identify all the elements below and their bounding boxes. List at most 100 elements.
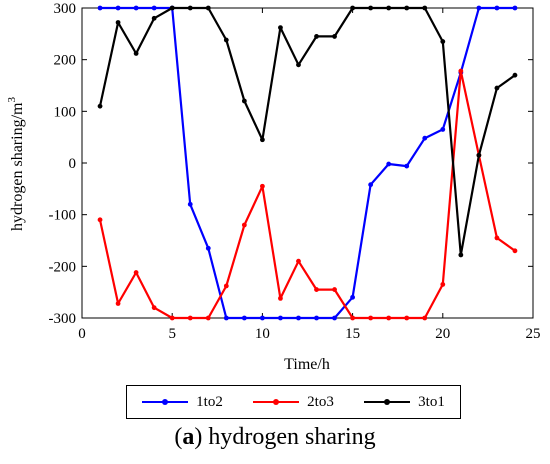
data-point (97, 103, 103, 109)
data-point (205, 5, 211, 11)
data-point (133, 5, 139, 11)
data-point (260, 315, 265, 321)
y-axis-title: hydrogen sharing/m3 (6, 97, 26, 231)
data-point (314, 287, 319, 292)
legend-swatch (253, 399, 300, 405)
caption-text: hydrogen sharing (208, 424, 376, 450)
data-point (133, 270, 139, 275)
data-point (151, 15, 157, 21)
data-point (133, 51, 139, 56)
data-point (368, 5, 374, 11)
series-line (98, 69, 516, 320)
y-tick-label: 0 (69, 156, 77, 172)
legend-swatch (364, 399, 411, 405)
data-point (494, 5, 500, 11)
data-point (476, 152, 482, 158)
x-tick-label: 15 (345, 326, 360, 342)
data-point (386, 5, 392, 11)
data-point (332, 315, 337, 321)
data-point (350, 315, 355, 321)
series-line (98, 6, 516, 257)
series-1to2 (97, 5, 518, 321)
y-tick-label: 200 (54, 53, 77, 69)
legend-swatch (142, 399, 189, 405)
y-tick-label: 100 (54, 104, 77, 120)
data-point (151, 5, 157, 11)
data-point (205, 245, 211, 251)
legend-label: 3to1 (418, 393, 445, 410)
data-point (458, 68, 464, 74)
data-point (404, 163, 410, 169)
data-point (205, 315, 211, 321)
data-point (314, 34, 319, 39)
data-point (223, 315, 229, 321)
data-point (350, 5, 355, 11)
y-tick-label: -100 (49, 208, 77, 224)
y-axis-title-main: hydrogen sharing/m (9, 102, 26, 231)
data-point (223, 37, 229, 43)
data-point (223, 283, 229, 289)
data-point (440, 39, 446, 44)
caption-label: a (182, 424, 195, 450)
data-point (115, 5, 121, 11)
x-tick-label: 5 (168, 326, 176, 342)
data-point (368, 182, 374, 188)
data-point (512, 5, 518, 11)
data-point (386, 315, 392, 321)
data-point (151, 305, 157, 311)
legend-label: 1to2 (196, 393, 223, 410)
data-point (278, 315, 283, 321)
data-point (404, 315, 410, 321)
data-point (494, 235, 500, 241)
legend-label: 2to3 (307, 393, 334, 410)
data-point (296, 315, 301, 321)
series-line (100, 6, 515, 320)
data-point (115, 301, 121, 306)
data-point (296, 258, 301, 264)
x-tick-label: 25 (526, 326, 541, 342)
data-point (458, 252, 464, 258)
data-point (494, 85, 500, 91)
data-point (187, 5, 193, 11)
legend: 1to2 2to3 3to1 (126, 385, 461, 419)
data-point (314, 315, 319, 321)
series-3to1 (97, 5, 518, 258)
x-axis-title: Time/h (284, 356, 330, 373)
data-point (241, 222, 247, 228)
data-point (422, 315, 428, 321)
data-point (241, 98, 247, 104)
data-point (260, 137, 265, 143)
y-tick-label: -300 (49, 311, 77, 327)
y-tick-label: -200 (49, 259, 77, 275)
y-axis-title-superscript: 3 (6, 97, 18, 103)
figure-caption: (a) hydrogen sharing (174, 424, 376, 450)
series-layer (97, 5, 518, 321)
data-point (278, 25, 283, 31)
legend-item-3to1: 3to1 (364, 394, 445, 411)
data-point (115, 20, 121, 25)
legend-item-1to2: 1to2 (142, 394, 223, 411)
x-tick-label: 10 (255, 326, 270, 342)
x-tick-label: 0 (78, 326, 86, 342)
data-point (296, 62, 301, 68)
data-point (386, 161, 392, 167)
data-point (422, 5, 428, 11)
data-point (476, 5, 482, 11)
data-point (241, 315, 247, 321)
data-point (332, 34, 337, 39)
data-point (187, 315, 193, 321)
data-point (332, 287, 337, 292)
data-point (169, 5, 175, 11)
data-point (169, 315, 175, 321)
data-point (422, 135, 428, 141)
data-point (440, 127, 446, 132)
data-point (350, 294, 355, 300)
data-point (260, 183, 265, 189)
y-tick-label: 300 (54, 1, 77, 17)
data-point (404, 5, 410, 11)
data-point (512, 72, 518, 78)
data-point (97, 217, 103, 223)
legend-item-2to3: 2to3 (253, 394, 334, 411)
data-point (512, 248, 518, 254)
data-point (278, 295, 283, 301)
